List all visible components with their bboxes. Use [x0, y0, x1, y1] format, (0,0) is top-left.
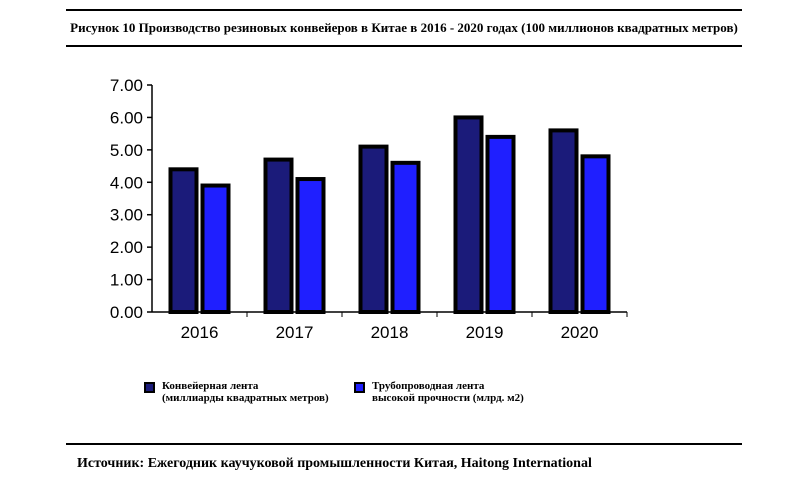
bar-series1 — [453, 115, 484, 314]
y-tick-label: 5.00 — [110, 141, 143, 160]
bottom-rule — [66, 443, 742, 445]
legend-label: высокой прочности (млрд. м2) — [372, 392, 524, 404]
y-tick-label: 1.00 — [110, 271, 143, 290]
title-rule — [66, 45, 742, 47]
x-tick-label: 2016 — [181, 323, 219, 342]
bar-series2 — [390, 160, 421, 314]
y-tick-label: 6.00 — [110, 108, 143, 127]
legend-label: Конвейерная лента — [162, 380, 259, 392]
chart-canvas: 0.00 1.00 2.00 3.00 4.00 5.00 6.00 7.00 2016 2017… — [110, 76, 628, 404]
bar-series1 — [358, 144, 389, 314]
bar-series2 — [295, 177, 326, 314]
y-tick-label: 0.00 — [110, 303, 143, 322]
bar-series1 — [548, 128, 579, 314]
bar-series1 — [168, 167, 199, 314]
bar-series2 — [200, 183, 231, 314]
bar-series2 — [485, 134, 516, 314]
y-tick-label: 4.00 — [110, 173, 143, 192]
chart-title: Рисунок 10 Производство резиновых конвей… — [70, 20, 738, 35]
bar-series1 — [263, 157, 294, 314]
legend-label: (миллиарды квадратных метров) — [162, 392, 329, 404]
legend-swatch — [354, 382, 365, 393]
x-tick-label: 2020 — [561, 323, 599, 342]
y-tick-label: 3.00 — [110, 206, 143, 225]
legend-label: Трубопроводная лента — [372, 380, 485, 392]
source-note: Источник: Ежегодник каучуковой промышлен… — [77, 456, 592, 471]
y-tick-label: 2.00 — [110, 238, 143, 257]
x-tick-label: 2019 — [466, 323, 504, 342]
legend-swatch — [144, 382, 155, 393]
x-tick-label: 2018 — [371, 323, 409, 342]
y-tick-label: 7.00 — [110, 76, 143, 95]
bar-series2 — [580, 154, 611, 314]
top-rule — [66, 9, 742, 11]
x-tick-label: 2017 — [276, 323, 314, 342]
